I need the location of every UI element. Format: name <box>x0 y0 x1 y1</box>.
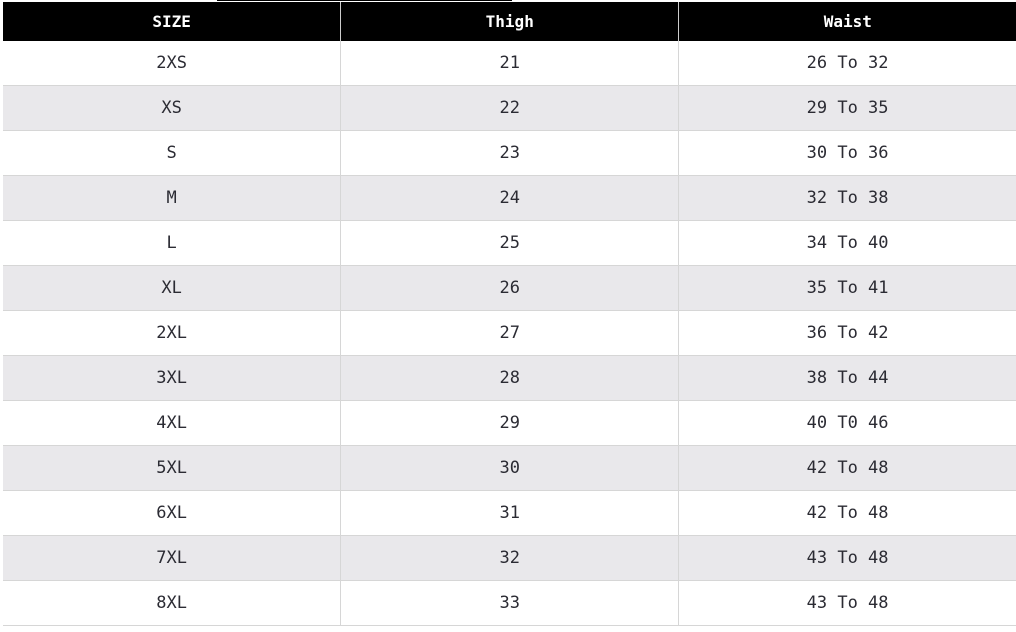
thigh-cell: 27 <box>340 310 680 356</box>
waist-cell: 42 To 48 <box>678 490 1016 536</box>
table-row: 3XL 28 38 To 44 <box>3 355 1016 401</box>
thigh-cell: 21 <box>340 41 680 86</box>
size-cell: 3XL <box>3 355 342 401</box>
thigh-cell: 23 <box>340 130 680 176</box>
thigh-cell: 22 <box>340 85 680 131</box>
waist-cell: 40 T0 46 <box>678 400 1016 446</box>
thigh-cell: 24 <box>340 175 680 221</box>
size-cell: S <box>3 130 342 176</box>
table-row: S 23 30 To 36 <box>3 130 1016 176</box>
header-waist: Waist <box>678 2 1016 41</box>
size-cell: 2XL <box>3 310 342 356</box>
size-cell: 8XL <box>3 580 342 626</box>
size-cell: 2XS <box>3 41 342 86</box>
table-row: 7XL 32 43 To 48 <box>3 535 1016 581</box>
waist-cell: 26 To 32 <box>678 41 1016 86</box>
size-cell: XS <box>3 85 342 131</box>
table-row: 2XS 21 26 To 32 <box>3 41 1016 86</box>
waist-cell: 32 To 38 <box>678 175 1016 221</box>
size-cell: M <box>3 175 342 221</box>
waist-cell: 34 To 40 <box>678 220 1016 266</box>
waist-cell: 36 To 42 <box>678 310 1016 356</box>
waist-cell: 35 To 41 <box>678 265 1016 311</box>
table-row: 4XL 29 40 T0 46 <box>3 400 1016 446</box>
size-cell: 5XL <box>3 445 342 491</box>
thigh-cell: 28 <box>340 355 680 401</box>
table-row: 5XL 30 42 To 48 <box>3 445 1016 491</box>
top-divider <box>217 0 512 1</box>
table-row: 8XL 33 43 To 48 <box>3 580 1016 626</box>
waist-cell: 30 To 36 <box>678 130 1016 176</box>
header-row: SIZE Thigh Waist <box>3 2 1016 41</box>
size-cell: L <box>3 220 342 266</box>
waist-cell: 29 To 35 <box>678 85 1016 131</box>
table-row: M 24 32 To 38 <box>3 175 1016 221</box>
table-row: XS 22 29 To 35 <box>3 85 1016 131</box>
waist-cell: 38 To 44 <box>678 355 1016 401</box>
thigh-cell: 30 <box>340 445 680 491</box>
thigh-cell: 26 <box>340 265 680 311</box>
thigh-cell: 32 <box>340 535 680 581</box>
size-chart-table: SIZE Thigh Waist 2XS 21 26 To 32 XS 22 29 To … <box>3 2 1016 626</box>
table-row: 6XL 31 42 To 48 <box>3 490 1016 536</box>
table-row: XL 26 35 To 41 <box>3 265 1016 311</box>
thigh-cell: 25 <box>340 220 680 266</box>
waist-cell: 43 To 48 <box>678 535 1016 581</box>
thigh-cell: 31 <box>340 490 680 536</box>
thigh-cell: 33 <box>340 580 680 626</box>
size-cell: XL <box>3 265 342 311</box>
thigh-cell: 29 <box>340 400 680 446</box>
header-thigh: Thigh <box>340 2 679 41</box>
waist-cell: 42 To 48 <box>678 445 1016 491</box>
waist-cell: 43 To 48 <box>678 580 1016 626</box>
size-cell: 7XL <box>3 535 342 581</box>
table-row: 2XL 27 36 To 42 <box>3 310 1016 356</box>
header-size: SIZE <box>3 2 341 41</box>
size-cell: 6XL <box>3 490 342 536</box>
table-row: L 25 34 To 40 <box>3 220 1016 266</box>
size-cell: 4XL <box>3 400 342 446</box>
